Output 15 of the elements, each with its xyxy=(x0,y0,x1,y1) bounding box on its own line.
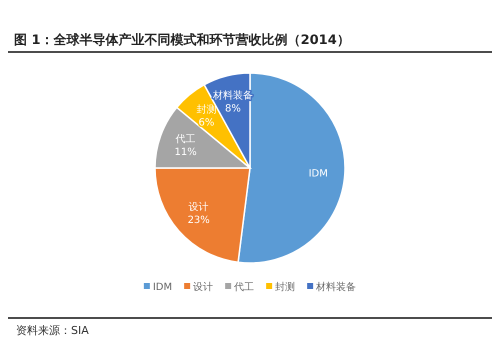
slice-label: 设计 xyxy=(188,201,209,214)
data-label: 11% xyxy=(174,146,197,158)
data-label: 23% xyxy=(188,215,210,226)
chart-title: 图 1：全球半导体产业不同模式和环节营收比例（2014） xyxy=(14,32,350,48)
slice-label: IDM xyxy=(308,168,328,180)
legend-label: 代工 xyxy=(233,282,254,293)
legend-label: 材料装备 xyxy=(315,281,356,293)
data-label: 8% xyxy=(225,104,241,115)
text: 资料来源：SIA xyxy=(16,324,90,337)
legend-label: 封测 xyxy=(275,281,296,293)
slice-label: 代工 xyxy=(174,134,196,145)
data-label: 6% xyxy=(198,117,214,128)
legend-label: 设计 xyxy=(193,281,214,293)
legend-label: IDM xyxy=(152,282,172,293)
slice-label: 封测 xyxy=(196,103,216,116)
